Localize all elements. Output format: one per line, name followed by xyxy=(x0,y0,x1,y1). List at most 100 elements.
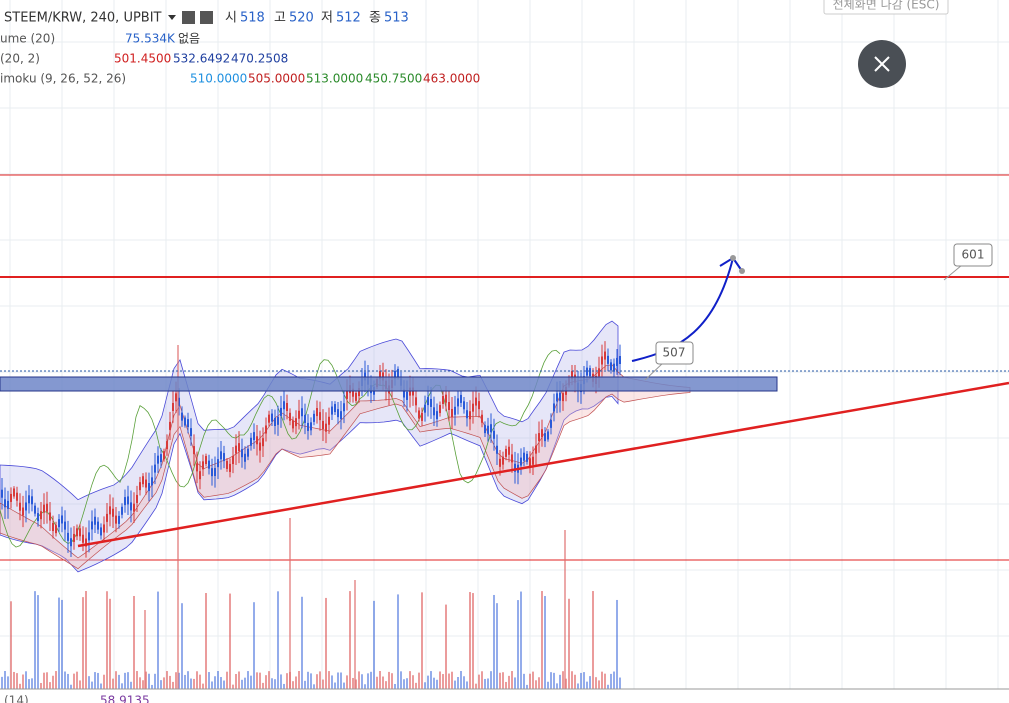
volume-bar xyxy=(481,671,483,689)
candle xyxy=(307,422,309,431)
volume-bar xyxy=(367,673,369,689)
volume-bar xyxy=(229,593,231,689)
volume-bar xyxy=(322,679,324,689)
volume-bar xyxy=(103,674,105,689)
volume-bar xyxy=(196,671,198,689)
volume-bar xyxy=(307,671,309,689)
volume-bar xyxy=(259,672,261,689)
indicator-name: (20, 2) xyxy=(0,52,40,66)
volume-bar xyxy=(265,675,267,689)
candle xyxy=(37,513,39,522)
volume-bar xyxy=(523,673,525,689)
volume-bar xyxy=(25,671,27,689)
zone-box xyxy=(0,376,778,392)
volume-bar xyxy=(508,675,510,689)
indicator-value: 501.4500 xyxy=(114,52,171,66)
volume-bar xyxy=(19,683,21,689)
candle xyxy=(232,456,234,465)
candle xyxy=(445,394,447,403)
value: 512 xyxy=(336,11,361,26)
volume-bar xyxy=(571,671,573,689)
candle xyxy=(502,456,504,465)
settings-icon[interactable] xyxy=(182,11,195,24)
candle xyxy=(454,406,456,415)
volume-bar xyxy=(352,677,354,689)
candle xyxy=(94,516,96,525)
candle xyxy=(616,357,618,366)
candle xyxy=(499,458,501,467)
volume-bar xyxy=(127,672,129,689)
indicator-value: 75.534K xyxy=(125,32,176,46)
volume-bar xyxy=(499,672,501,689)
candle xyxy=(331,406,333,415)
volume-bar xyxy=(97,672,99,689)
volume-bar xyxy=(613,671,615,689)
volume-bar xyxy=(520,591,522,689)
volume-bar xyxy=(214,676,216,689)
candle xyxy=(460,394,462,403)
candle xyxy=(145,479,147,488)
trend-line xyxy=(77,381,1009,548)
volume-bar xyxy=(529,673,531,689)
volume-bar xyxy=(4,671,6,689)
volume-bar xyxy=(391,673,393,689)
candle xyxy=(478,401,480,410)
candle xyxy=(115,515,117,524)
volume-bar xyxy=(85,591,87,689)
callout-text: 507 xyxy=(663,346,686,360)
candle xyxy=(109,506,111,515)
candle xyxy=(214,468,216,477)
candle xyxy=(67,532,69,541)
candle xyxy=(106,513,108,522)
exit-fullscreen-label: 전체화면 나감 (ESC) xyxy=(833,0,940,12)
candle xyxy=(154,464,156,473)
dropdown[interactable] xyxy=(168,15,176,20)
candle xyxy=(433,407,435,416)
candle xyxy=(526,453,528,462)
candle xyxy=(268,414,270,423)
volume-bar xyxy=(106,591,108,689)
volume-bar xyxy=(535,680,537,689)
candle xyxy=(322,421,324,430)
volume-bar xyxy=(370,671,372,689)
exit-fullscreen-button[interactable] xyxy=(823,0,949,15)
volume-bar xyxy=(40,682,42,689)
candle xyxy=(469,411,471,420)
volume-bar xyxy=(469,592,471,689)
settings-icon[interactable] xyxy=(200,11,213,24)
candle xyxy=(181,412,183,421)
candle xyxy=(544,433,546,442)
volume-bar xyxy=(619,677,621,689)
candle xyxy=(511,454,513,463)
volume-bar xyxy=(562,671,564,689)
candle xyxy=(304,414,306,423)
candle xyxy=(514,463,516,472)
candle xyxy=(334,404,336,413)
indicator-value: 470.2508 xyxy=(231,52,288,66)
candle xyxy=(553,403,555,412)
volume-bar xyxy=(346,675,348,689)
volume-bar xyxy=(610,673,612,689)
volume-bar xyxy=(37,595,39,689)
volume-bar xyxy=(457,676,459,689)
volume-bar xyxy=(466,681,468,689)
candle xyxy=(496,445,498,454)
volume-bar xyxy=(496,603,498,689)
indicator-name: (14) xyxy=(4,694,29,703)
candle xyxy=(130,502,132,511)
candle xyxy=(46,503,48,512)
indicator-value: 532.6492 xyxy=(173,52,230,66)
volume-bar xyxy=(487,678,489,689)
candle xyxy=(229,463,231,472)
candle xyxy=(427,397,429,406)
volume-bar xyxy=(112,678,114,689)
volume-bar xyxy=(354,580,356,689)
volume-bar xyxy=(64,671,66,689)
volume-bar xyxy=(577,683,579,689)
candle xyxy=(211,468,213,477)
volume-bar xyxy=(493,594,495,689)
candle xyxy=(508,446,510,455)
volume-bar xyxy=(376,676,378,689)
volume-bar xyxy=(490,671,492,689)
candle xyxy=(4,499,6,508)
